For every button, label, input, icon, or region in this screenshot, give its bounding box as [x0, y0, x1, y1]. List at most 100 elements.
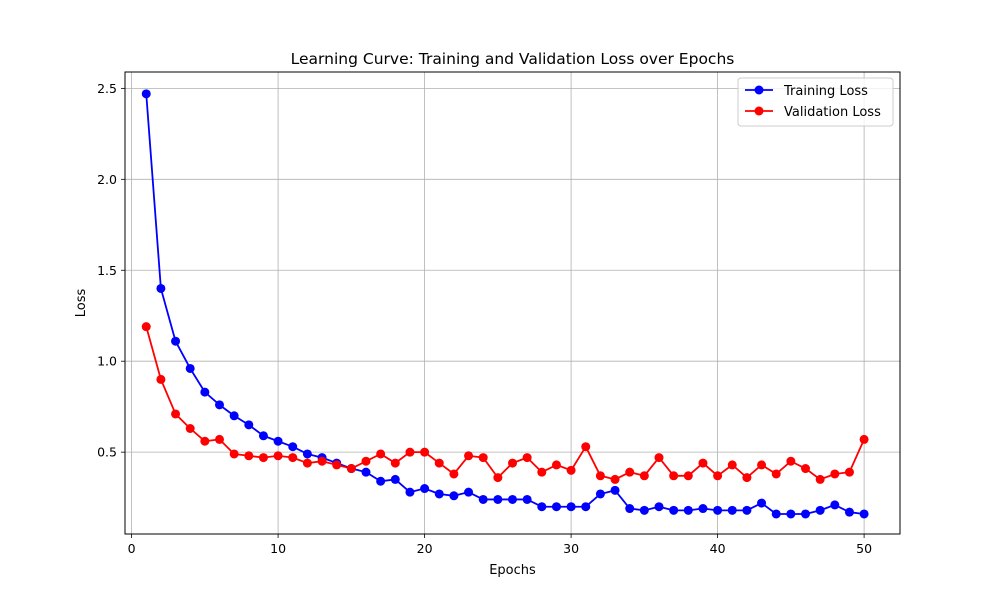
data-point-training-loss — [493, 494, 503, 504]
data-point-training-loss — [376, 476, 386, 486]
series-training-loss — [141, 89, 869, 519]
data-point-training-loss — [244, 420, 254, 430]
data-point-training-loss — [185, 363, 195, 373]
legend-label-training: Training Loss — [783, 84, 868, 99]
data-point-training-loss — [639, 505, 649, 515]
data-point-training-loss — [669, 505, 679, 515]
data-point-validation-loss — [771, 469, 781, 479]
plot-area — [124, 71, 901, 535]
data-point-validation-loss — [200, 436, 210, 446]
data-point-validation-loss — [727, 460, 737, 470]
data-point-validation-loss — [302, 458, 312, 468]
data-point-training-loss — [420, 484, 430, 494]
data-point-validation-loss — [786, 456, 796, 466]
data-point-training-loss — [508, 494, 517, 504]
data-point-validation-loss — [405, 447, 415, 457]
data-point-validation-loss — [332, 460, 342, 470]
data-point-validation-loss — [171, 409, 181, 419]
data-point-validation-loss — [757, 460, 767, 470]
axis-ticks: 0 10 20 30 40 50 0.5 1.0 1.5 2.0 2.5 — [97, 81, 872, 556]
data-point-validation-loss — [229, 449, 239, 459]
data-point-training-loss — [683, 505, 693, 515]
data-point-training-loss — [830, 500, 840, 510]
data-point-validation-loss — [742, 473, 752, 483]
data-point-training-loss — [771, 509, 781, 519]
chart-title: Learning Curve: Training and Validation … — [291, 50, 735, 68]
data-point-training-loss — [625, 504, 635, 514]
data-point-validation-loss — [449, 469, 459, 479]
data-point-training-loss — [361, 467, 371, 477]
data-point-validation-loss — [669, 471, 679, 481]
data-point-training-loss — [713, 505, 723, 515]
x-tick-label: 10 — [270, 541, 286, 556]
legend-marker-validation — [754, 106, 764, 116]
data-point-validation-loss — [698, 458, 708, 468]
y-axis-label: Loss — [74, 289, 89, 318]
data-point-validation-loss — [830, 469, 840, 479]
data-point-validation-loss — [654, 453, 664, 463]
data-point-validation-loss — [185, 424, 195, 434]
x-tick-label: 50 — [856, 541, 872, 556]
data-point-training-loss — [288, 442, 298, 452]
y-tick-label: 1.5 — [97, 263, 117, 278]
series-line-training-loss — [145, 93, 865, 515]
data-point-training-loss — [478, 494, 488, 504]
legend-marker-training — [754, 85, 764, 95]
data-point-training-loss — [757, 498, 767, 508]
data-point-training-loss — [214, 400, 224, 410]
data-point-validation-loss — [683, 471, 693, 481]
data-point-validation-loss — [361, 456, 371, 466]
data-point-training-loss — [698, 504, 708, 514]
data-point-training-loss — [200, 387, 210, 397]
data-point-training-loss — [390, 474, 400, 484]
data-point-validation-loss — [273, 451, 283, 461]
data-point-validation-loss — [317, 456, 327, 466]
data-point-training-loss — [844, 507, 854, 517]
data-point-validation-loss — [537, 467, 547, 477]
data-point-validation-loss — [288, 453, 298, 463]
y-tick-label: 1.0 — [97, 354, 117, 369]
x-tick-label: 40 — [710, 541, 726, 556]
data-point-validation-loss — [346, 464, 356, 474]
x-tick-label: 30 — [563, 541, 579, 556]
data-point-validation-loss — [625, 467, 635, 477]
data-point-training-loss — [654, 502, 664, 512]
x-tick-label: 20 — [417, 541, 433, 556]
data-point-validation-loss — [156, 374, 166, 384]
data-point-training-loss — [405, 487, 415, 497]
data-point-validation-loss — [801, 464, 811, 474]
data-point-training-loss — [464, 487, 474, 497]
data-point-training-loss — [141, 89, 151, 99]
x-axis-label: Epochs — [489, 563, 536, 578]
data-point-validation-loss — [141, 322, 151, 332]
legend-box — [737, 77, 894, 127]
data-point-validation-loss — [434, 458, 444, 468]
data-point-validation-loss — [595, 471, 605, 481]
data-point-training-loss — [537, 502, 547, 512]
series-group — [141, 89, 869, 519]
data-point-validation-loss — [859, 434, 869, 444]
series-validation-loss — [141, 322, 869, 484]
data-point-validation-loss — [713, 471, 723, 481]
data-point-validation-loss — [464, 451, 474, 461]
data-point-validation-loss — [376, 449, 386, 459]
grid — [125, 72, 900, 534]
data-point-validation-loss — [420, 447, 430, 457]
x-tick-label: 0 — [128, 541, 136, 556]
data-point-validation-loss — [244, 451, 254, 461]
data-point-training-loss — [171, 336, 181, 346]
data-point-training-loss — [815, 505, 825, 515]
data-point-validation-loss — [493, 473, 503, 483]
data-point-training-loss — [786, 509, 796, 519]
data-point-validation-loss — [610, 474, 620, 484]
data-point-training-loss — [551, 502, 561, 512]
data-point-training-loss — [859, 509, 869, 519]
series-line-validation-loss — [145, 326, 865, 481]
data-point-validation-loss — [639, 471, 649, 481]
data-point-validation-loss — [258, 453, 268, 463]
data-point-validation-loss — [522, 453, 532, 463]
y-tick-label: 0.5 — [97, 445, 117, 460]
data-point-training-loss — [302, 449, 312, 459]
legend: Training Loss Validation Loss — [737, 77, 894, 127]
